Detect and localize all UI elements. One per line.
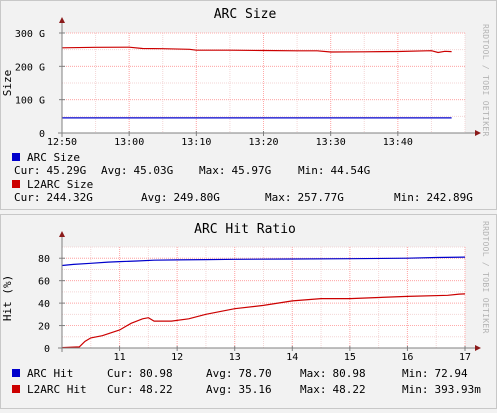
- legend-stat-label: Cur:: [14, 191, 41, 204]
- legend-stat-value: 242.89G: [426, 191, 472, 204]
- axes: [58, 17, 481, 137]
- x-tick-label: 13:30: [316, 137, 346, 148]
- legend-stat-label: Cur:: [107, 367, 134, 380]
- legend-label: ARC Size: [27, 151, 80, 164]
- legend-stat-label: Avg:: [206, 383, 233, 396]
- legend-stat-value: 45.03G: [133, 164, 173, 177]
- watermark: RRDTOOL / TOBI OETIKER: [481, 221, 490, 334]
- y-axis-arrow-icon: [59, 231, 65, 237]
- series-line-l2arc-size: [61, 46, 452, 54]
- legend-stat-label: Min:: [298, 164, 325, 177]
- legend-swatch: [12, 385, 20, 393]
- legend-stat-label: Max:: [300, 383, 327, 396]
- y-tick-label: 60: [38, 277, 50, 288]
- legend-stat-value: 48.22: [332, 383, 365, 396]
- legend-stat-label: Avg:: [101, 164, 128, 177]
- y-tick-label: 300 G: [15, 29, 45, 40]
- y-tick-label: 20: [38, 322, 50, 333]
- x-tick-label: 13:10: [181, 137, 211, 148]
- y-tick-label: 80: [38, 254, 50, 265]
- series-lines: [61, 46, 452, 119]
- legend-stat-value: 48.22: [139, 383, 172, 396]
- x-tick-label: 17: [459, 352, 471, 363]
- x-tick-labels: 12:50 13:00 13:10 13:20 13:30 13:40: [47, 137, 413, 148]
- y-axis-label: Size: [1, 70, 14, 97]
- x-tick-label: 13:40: [383, 137, 413, 148]
- legend-stat-value: 80.98: [332, 367, 365, 380]
- x-axis-arrow-icon: [475, 130, 481, 136]
- legend-stat-value: 249.80G: [173, 191, 219, 204]
- y-tick-label: 40: [38, 299, 50, 310]
- legend-stat-value: 72.94: [434, 367, 467, 380]
- axes: [58, 231, 481, 352]
- legend-swatch: [12, 369, 20, 377]
- series-lines: [61, 256, 466, 349]
- legend-stat-value: 45.97G: [231, 164, 271, 177]
- legend: ARC Hit Cur: 80.98 Avg: 78.70 Max: 80.98 Min: 72…: [12, 367, 481, 396]
- legend-stat-value: 257.77G: [297, 191, 343, 204]
- legend-label: ARC Hit: [27, 367, 73, 380]
- legend-label: L2ARC Hit: [27, 383, 87, 396]
- x-tick-label: 12: [171, 352, 183, 363]
- legend-label: L2ARC Size: [27, 178, 93, 191]
- legend-stat-value: 393.93m: [434, 383, 481, 396]
- y-tick-label: 0: [39, 129, 45, 140]
- x-axis-arrow-icon: [475, 345, 481, 351]
- legend-stat-value: 35.16: [238, 383, 271, 396]
- chart-title: ARC Size: [214, 7, 277, 22]
- arc-size-graph: ARC Size Size RRDTOOL / TOBI OETIKER 0 10…: [0, 0, 497, 210]
- y-tick-labels: 0 20 40 60 80: [38, 254, 50, 355]
- legend-stat-value: 44.54G: [330, 164, 370, 177]
- legend-stat-label: Min:: [394, 191, 421, 204]
- y-axis-label: Hit (%): [1, 275, 14, 321]
- y-tick-label: 200 G: [15, 62, 45, 73]
- legend-stat-label: Cur:: [14, 164, 41, 177]
- series-line-l2arc-hit: [61, 293, 466, 349]
- legend-stat-value: 244.32G: [46, 191, 92, 204]
- x-tick-label: 11: [114, 352, 126, 363]
- y-tick-label: 0: [44, 344, 50, 355]
- watermark: RRDTOOL / TOBI OETIKER: [481, 24, 490, 137]
- x-tick-label: 16: [401, 352, 413, 363]
- legend-stat-label: Max:: [300, 367, 327, 380]
- x-tick-label: 13:20: [248, 137, 278, 148]
- legend-stat-value: 80.98: [139, 367, 172, 380]
- legend-swatch: [12, 153, 20, 161]
- x-tick-label: 15: [344, 352, 356, 363]
- x-tick-label: 13:00: [114, 137, 144, 148]
- y-tick-label: 100 G: [15, 96, 45, 107]
- legend-stat-label: Avg:: [141, 191, 168, 204]
- legend-stat-label: Avg:: [206, 367, 233, 380]
- legend-stat-label: Min:: [402, 383, 429, 396]
- legend-stat-value: 45.29G: [46, 164, 86, 177]
- x-tick-label: 14: [286, 352, 298, 363]
- legend-stat-label: Max:: [265, 191, 292, 204]
- major-grid: [62, 247, 466, 348]
- y-axis-arrow-icon: [59, 17, 65, 23]
- x-tick-label: 13: [229, 352, 241, 363]
- legend-stat-label: Min:: [402, 367, 429, 380]
- chart-title: ARC Hit Ratio: [194, 222, 296, 237]
- arc-hit-ratio-graph: ARC Hit Ratio Hit (%) RRDTOOL / TOBI OET…: [0, 214, 497, 409]
- legend-stat-value: 78.70: [238, 367, 271, 380]
- legend-swatch: [12, 180, 20, 188]
- legend-stat-label: Cur:: [107, 383, 134, 396]
- x-tick-label: 12:50: [47, 137, 77, 148]
- series-line-arc-hit: [61, 256, 466, 267]
- x-tick-labels: 11 12 13 14 15 16 17: [114, 352, 471, 363]
- legend-stat-label: Max:: [199, 164, 226, 177]
- y-tick-labels: 0 100 G 200 G 300 G: [15, 29, 45, 140]
